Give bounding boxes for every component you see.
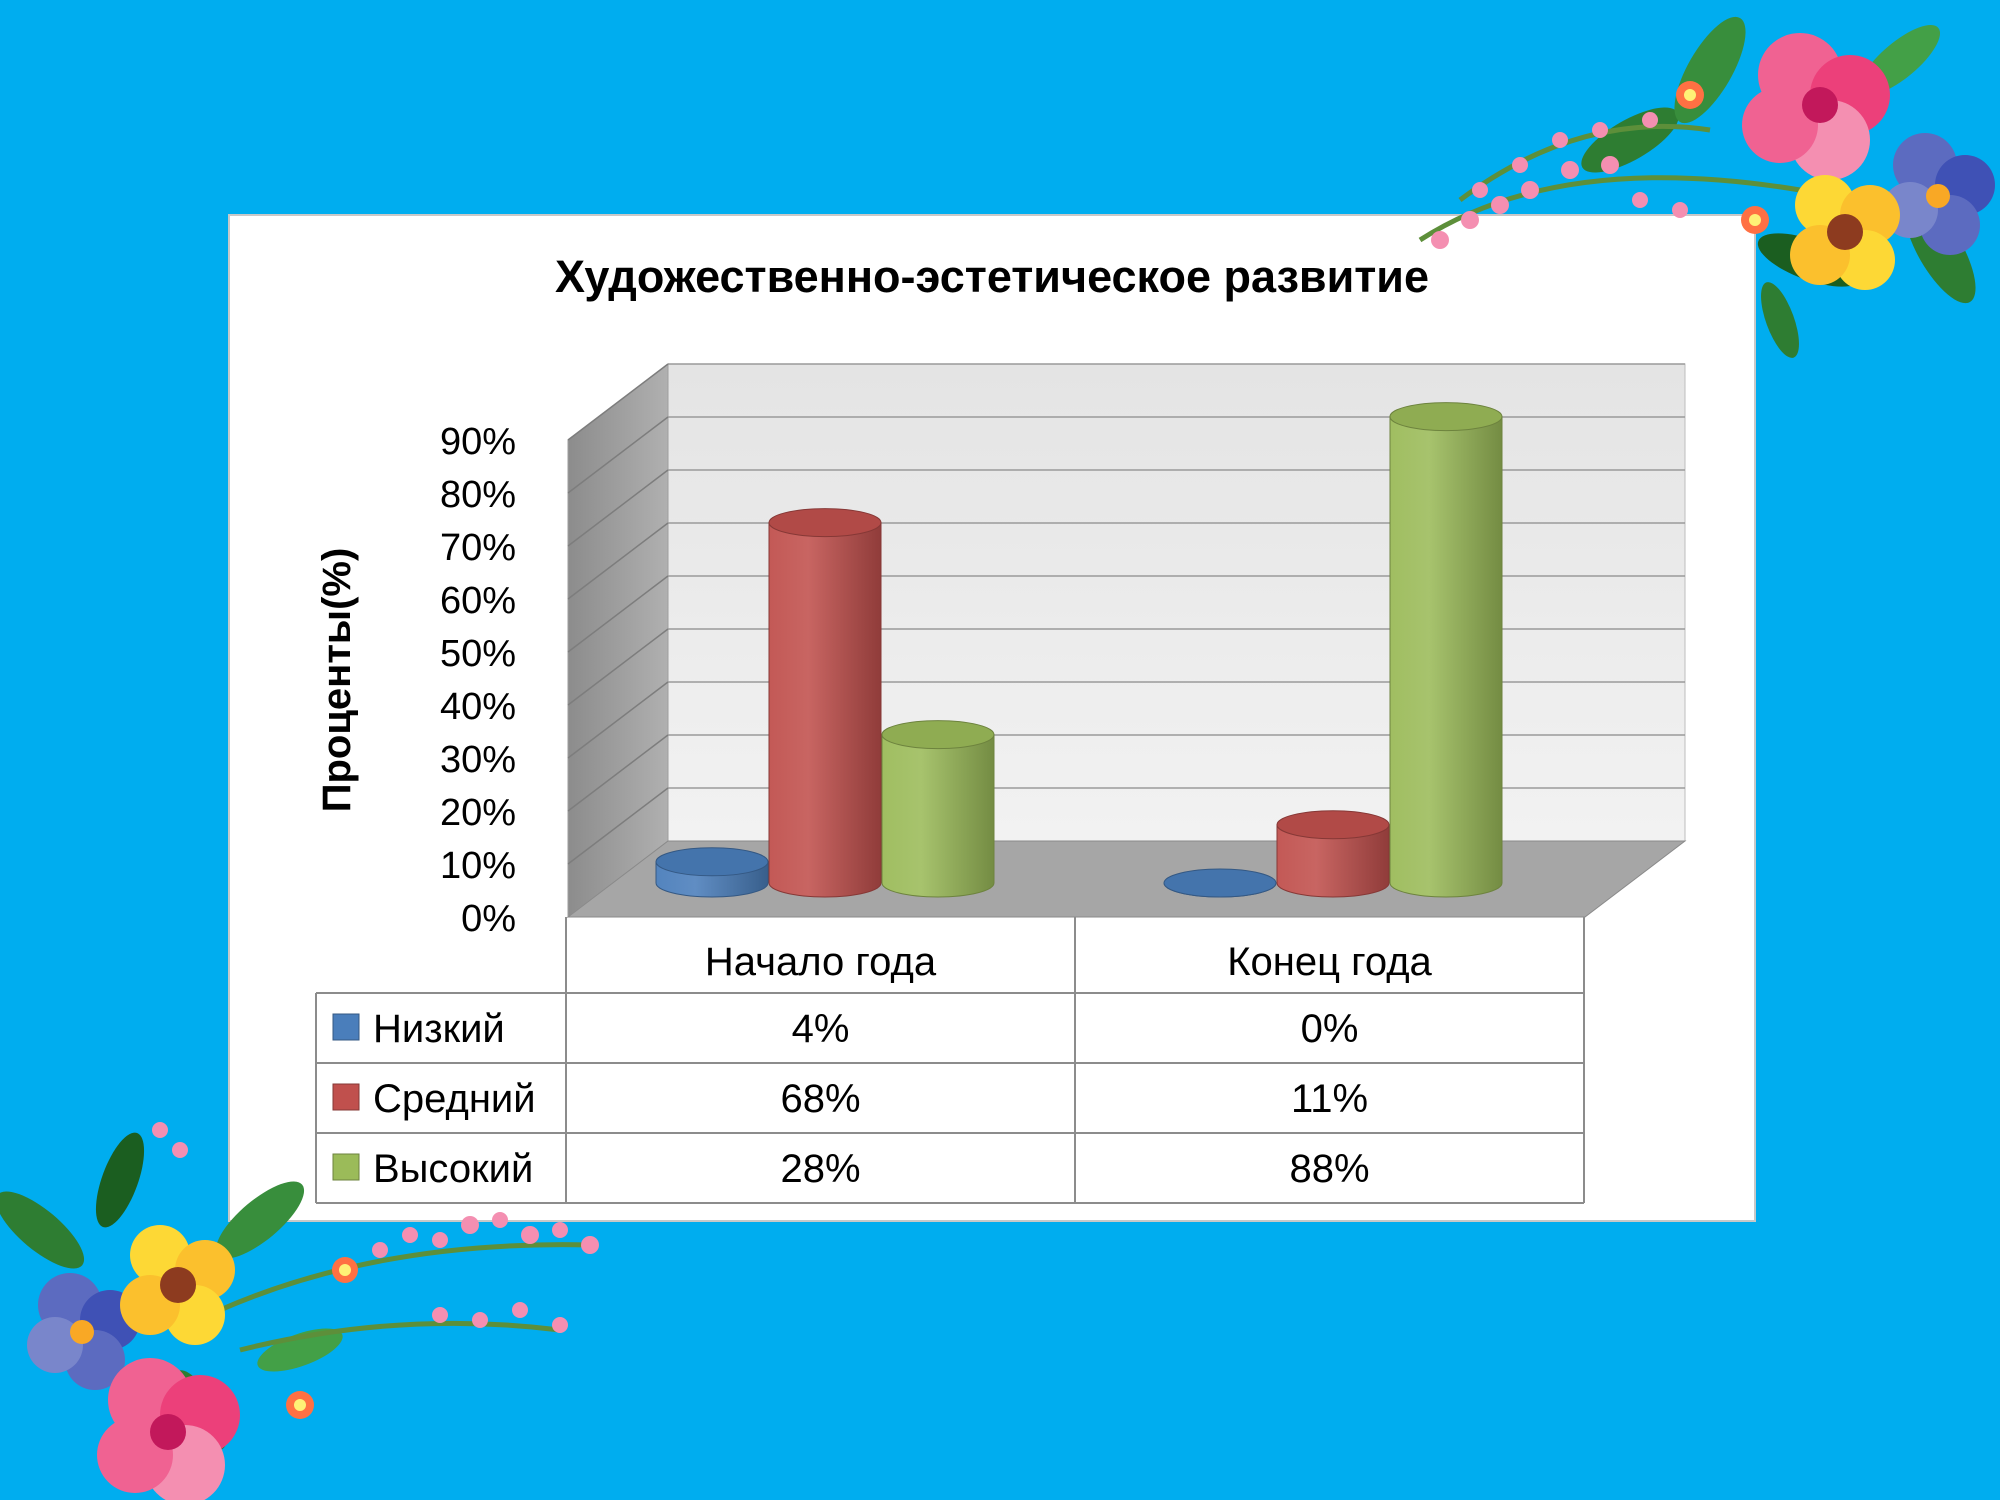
- y-tick-label: 70%: [440, 527, 516, 569]
- bar-body: [1389, 416, 1503, 898]
- bar-top: [1276, 810, 1390, 840]
- flower-buds-icon: [1431, 112, 1688, 249]
- gridline-side: [567, 363, 669, 441]
- legend-label: Низкий: [373, 1007, 505, 1051]
- pink-flower-icon: [1742, 33, 1890, 180]
- gridline-side: [567, 575, 669, 653]
- legend-swatch: [332, 1153, 360, 1181]
- data-label: 88%: [1289, 1147, 1369, 1191]
- bar-top: [1389, 402, 1503, 432]
- bar-top: [881, 720, 995, 750]
- y-tick-label: 80%: [440, 474, 516, 516]
- blue-flower-icon: [1882, 133, 1995, 255]
- data-label: 28%: [780, 1147, 860, 1191]
- legend-label: Высокий: [373, 1147, 533, 1191]
- y-tick-label: 20%: [440, 792, 516, 834]
- gridline-side: [567, 787, 669, 865]
- bar-средний-2: [1276, 810, 1390, 898]
- stem-branch-icon: [1418, 123, 1801, 243]
- chart-title: Художественно-эстетическое развитие: [555, 251, 1429, 302]
- bar-top: [655, 847, 769, 877]
- bar-body: [881, 734, 995, 898]
- gridline-side: [567, 734, 669, 812]
- flower-buds-icon: [152, 1122, 599, 1333]
- bar-низкий-1: [655, 847, 769, 898]
- yellow-flower-icon: [120, 1225, 235, 1345]
- legend-swatch: [332, 1013, 360, 1041]
- data-label: 68%: [780, 1077, 860, 1121]
- legend-swatch: [332, 1083, 360, 1111]
- bar-низкий-2: [1163, 868, 1277, 898]
- gridline-side: [567, 628, 669, 706]
- gridline-side: [567, 416, 669, 494]
- pink-flower-icon: [97, 1358, 240, 1500]
- y-tick-label: 60%: [440, 580, 516, 622]
- flower-garland-top-right: [1418, 16, 1995, 358]
- data-label: 11%: [1291, 1077, 1368, 1121]
- small-coral-flower-icon: [286, 1257, 358, 1419]
- bar-body: [768, 522, 882, 898]
- y-tick-label: 90%: [440, 421, 516, 463]
- y-tick-label: 0%: [461, 898, 516, 940]
- gridline-side: [567, 522, 669, 600]
- gridline-side: [567, 469, 669, 547]
- y-tick-label: 10%: [440, 845, 516, 887]
- data-label: 0%: [1301, 1007, 1359, 1051]
- gridline-side: [567, 681, 669, 759]
- small-coral-flower-icon: [1676, 81, 1769, 234]
- y-tick-label: 50%: [440, 633, 516, 675]
- x-category-label: Конец года: [1227, 940, 1432, 984]
- legend-label: Средний: [373, 1077, 536, 1121]
- yellow-flower-icon: [1790, 175, 1900, 290]
- bar-высокий-1: [881, 720, 995, 898]
- bar-top: [1163, 868, 1277, 898]
- data-label: 4%: [792, 1007, 850, 1051]
- bar-top: [768, 508, 882, 538]
- y-tick-label: 40%: [440, 686, 516, 728]
- y-axis-title: Проценты(%): [315, 548, 359, 813]
- flower-garland-bottom-left: [0, 1122, 599, 1500]
- blue-flower-icon: [27, 1273, 140, 1390]
- stem-branch-icon: [218, 1242, 591, 1353]
- y-tick-label: 30%: [440, 739, 516, 781]
- bar-средний-1: [768, 508, 882, 898]
- x-category-label: Начало года: [705, 940, 937, 984]
- bar-высокий-2: [1389, 402, 1503, 898]
- bar-body: [1276, 824, 1390, 898]
